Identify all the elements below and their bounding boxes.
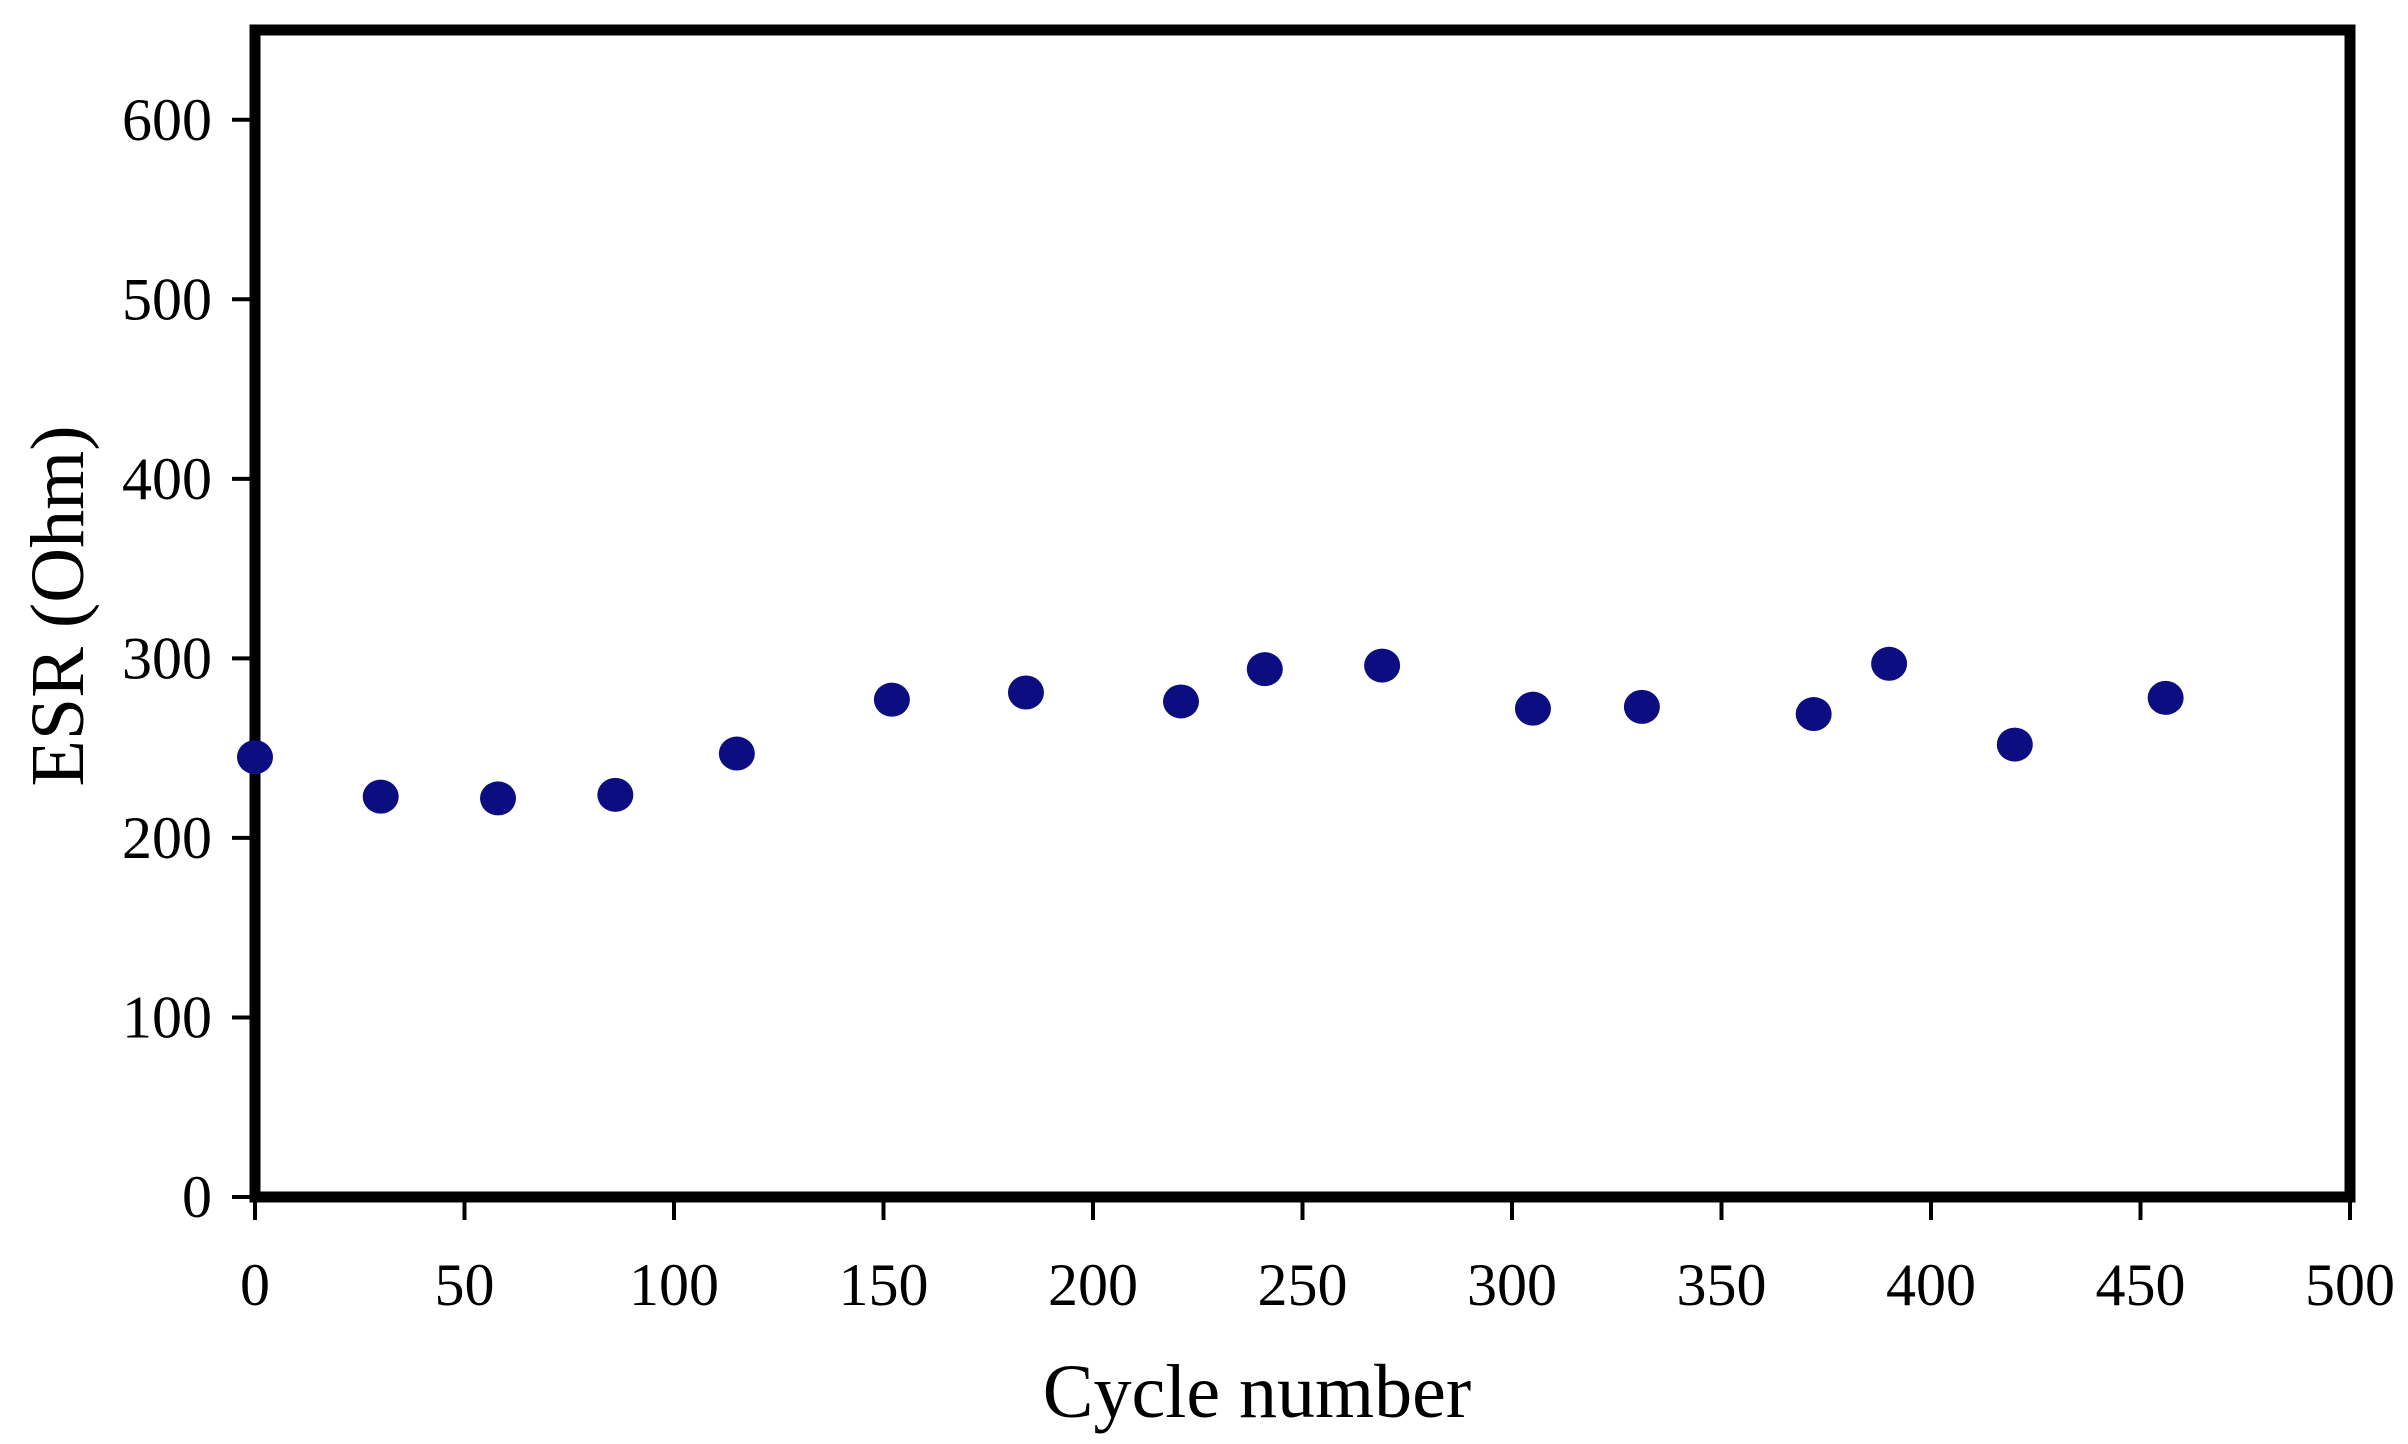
x-tick-label: 100 bbox=[629, 1252, 719, 1318]
data-point bbox=[1364, 648, 1401, 683]
x-tick-label: 300 bbox=[1467, 1252, 1557, 1318]
y-tick-label: 400 bbox=[122, 446, 212, 512]
y-tick-label: 600 bbox=[122, 87, 212, 153]
x-tick-label: 450 bbox=[2096, 1252, 2186, 1318]
y-tick-label: 300 bbox=[122, 625, 212, 691]
x-tick-label: 250 bbox=[1258, 1252, 1348, 1318]
y-tick-label: 100 bbox=[122, 984, 212, 1050]
x-axis-ticks bbox=[253, 1202, 2352, 1220]
x-tick-label: 350 bbox=[1677, 1252, 1767, 1318]
x-tick-label: 200 bbox=[1048, 1252, 1138, 1318]
data-point bbox=[718, 736, 755, 771]
y-axis-tick-labels: 0 100 200 300 400 500 600 bbox=[122, 87, 212, 1230]
data-point bbox=[362, 779, 399, 814]
x-tick-label: 50 bbox=[435, 1252, 495, 1318]
data-point bbox=[597, 777, 634, 812]
y-tick-label: 500 bbox=[122, 266, 212, 332]
y-tick-label: 200 bbox=[122, 805, 212, 871]
x-tick-label: 150 bbox=[839, 1252, 929, 1318]
data-point bbox=[1795, 697, 1832, 732]
y-tick-label: 0 bbox=[182, 1164, 212, 1230]
y-axis-title: ESR (Ohm) bbox=[16, 426, 100, 787]
data-point bbox=[1162, 684, 1199, 719]
x-axis-title: Cycle number bbox=[1043, 1350, 1471, 1434]
x-tick-label: 500 bbox=[2305, 1252, 2395, 1318]
x-tick-label: 0 bbox=[240, 1252, 270, 1318]
x-tick-label: 400 bbox=[1886, 1252, 1976, 1318]
data-point bbox=[2147, 680, 2184, 715]
data-point bbox=[1514, 691, 1551, 726]
data-point bbox=[1871, 646, 1908, 681]
y-axis-ticks bbox=[232, 117, 250, 1199]
data-point-series bbox=[237, 646, 2184, 816]
data-point bbox=[237, 740, 273, 775]
data-point bbox=[1007, 675, 1044, 710]
data-point bbox=[480, 781, 517, 816]
data-point bbox=[1246, 652, 1283, 687]
data-point bbox=[1623, 689, 1660, 724]
plot-area-border bbox=[249, 24, 2356, 1203]
data-point bbox=[1996, 727, 2033, 762]
x-axis-tick-labels: 0 50 100 150 200 250 300 350 400 450 500 bbox=[240, 1252, 2395, 1318]
data-point bbox=[873, 682, 910, 717]
